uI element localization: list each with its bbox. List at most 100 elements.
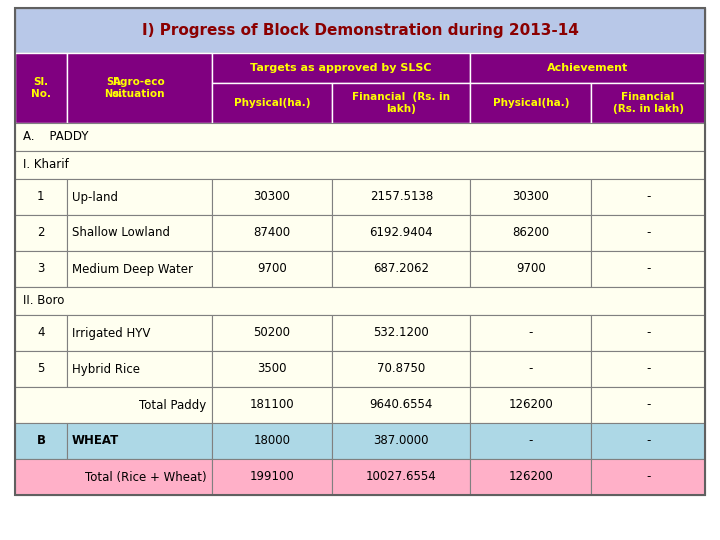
Text: 4: 4: [37, 327, 45, 340]
Text: -: -: [528, 435, 533, 448]
Bar: [212, 179, 333, 215]
Bar: [212, 315, 333, 351]
Text: 126200: 126200: [508, 470, 553, 483]
Text: 50200: 50200: [253, 327, 291, 340]
Text: Total Paddy: Total Paddy: [140, 399, 207, 411]
Text: 86200: 86200: [512, 226, 549, 240]
Bar: [333, 423, 470, 459]
Text: Financial
(Rs. in lakh): Financial (Rs. in lakh): [613, 92, 683, 114]
Text: 1: 1: [37, 191, 45, 204]
Bar: [67, 315, 212, 351]
Text: -: -: [646, 191, 650, 204]
Bar: [470, 53, 705, 83]
Text: -: -: [528, 362, 533, 375]
Text: 87400: 87400: [253, 226, 291, 240]
Text: 5: 5: [37, 362, 45, 375]
Bar: [212, 423, 333, 459]
Text: 30300: 30300: [513, 191, 549, 204]
Bar: [67, 179, 212, 215]
Text: 9700: 9700: [257, 262, 287, 275]
Text: B: B: [37, 435, 45, 448]
Text: Hybrid Rice: Hybrid Rice: [72, 362, 140, 375]
Text: Physical(ha.): Physical(ha.): [234, 98, 310, 108]
Bar: [333, 251, 470, 287]
Text: Agro-eco
situation: Agro-eco situation: [113, 77, 166, 99]
Bar: [470, 423, 591, 459]
Bar: [591, 459, 705, 495]
Text: Targets as approved by SLSC: Targets as approved by SLSC: [251, 63, 432, 73]
Text: -: -: [646, 327, 650, 340]
Text: Sl.
No.: Sl. No.: [104, 77, 122, 99]
Bar: [67, 215, 212, 251]
Bar: [333, 215, 470, 251]
Text: -: -: [646, 399, 650, 411]
Bar: [591, 351, 705, 387]
Bar: [333, 83, 470, 123]
Bar: [591, 423, 705, 459]
Text: Shallow Lowland: Shallow Lowland: [72, 226, 170, 240]
Text: Total (Rice + Wheat): Total (Rice + Wheat): [85, 470, 207, 483]
Text: II. Boro: II. Boro: [23, 294, 64, 307]
Text: 70.8750: 70.8750: [377, 362, 426, 375]
Bar: [591, 215, 705, 251]
Bar: [212, 387, 333, 423]
Bar: [470, 351, 591, 387]
Text: 3500: 3500: [257, 362, 287, 375]
Bar: [67, 53, 212, 123]
Bar: [333, 459, 470, 495]
Bar: [591, 387, 705, 423]
Text: I) Progress of Block Demonstration during 2013-14: I) Progress of Block Demonstration durin…: [142, 23, 578, 38]
Bar: [591, 251, 705, 287]
Bar: [15, 315, 67, 351]
Bar: [333, 179, 470, 215]
Bar: [470, 387, 591, 423]
Text: 2157.5138: 2157.5138: [370, 191, 433, 204]
Text: 6192.9404: 6192.9404: [369, 226, 433, 240]
Bar: [15, 459, 212, 495]
Text: 18000: 18000: [253, 435, 291, 448]
Bar: [15, 8, 705, 53]
Text: 30300: 30300: [253, 191, 290, 204]
Bar: [212, 251, 333, 287]
Text: 9640.6554: 9640.6554: [369, 399, 433, 411]
Text: 9700: 9700: [516, 262, 546, 275]
Bar: [15, 351, 67, 387]
Text: 387.0000: 387.0000: [374, 435, 429, 448]
Text: 2: 2: [37, 226, 45, 240]
Bar: [470, 459, 591, 495]
Bar: [15, 423, 67, 459]
Bar: [470, 179, 591, 215]
Bar: [212, 53, 470, 83]
Text: -: -: [646, 435, 650, 448]
Bar: [591, 315, 705, 351]
Text: -: -: [646, 226, 650, 240]
Text: I. Kharif: I. Kharif: [23, 159, 68, 172]
Bar: [591, 179, 705, 215]
Text: -: -: [646, 470, 650, 483]
Text: 3: 3: [37, 262, 45, 275]
Text: 532.1200: 532.1200: [374, 327, 429, 340]
Bar: [470, 251, 591, 287]
Bar: [67, 423, 212, 459]
Bar: [15, 151, 705, 179]
Text: -: -: [646, 262, 650, 275]
Bar: [67, 251, 212, 287]
Text: WHEAT: WHEAT: [72, 435, 119, 448]
Text: 199100: 199100: [250, 470, 294, 483]
Bar: [15, 53, 212, 123]
Bar: [15, 387, 212, 423]
Text: Physical(ha.): Physical(ha.): [492, 98, 569, 108]
Text: 181100: 181100: [250, 399, 294, 411]
Bar: [212, 459, 333, 495]
Bar: [15, 287, 705, 315]
Bar: [15, 251, 67, 287]
Text: Sl.
No.: Sl. No.: [31, 77, 51, 99]
Text: Up-land: Up-land: [72, 191, 118, 204]
Text: 10027.6554: 10027.6554: [366, 470, 437, 483]
Bar: [333, 351, 470, 387]
Bar: [15, 179, 67, 215]
Bar: [470, 83, 591, 123]
Bar: [470, 315, 591, 351]
Bar: [212, 83, 333, 123]
Bar: [67, 351, 212, 387]
